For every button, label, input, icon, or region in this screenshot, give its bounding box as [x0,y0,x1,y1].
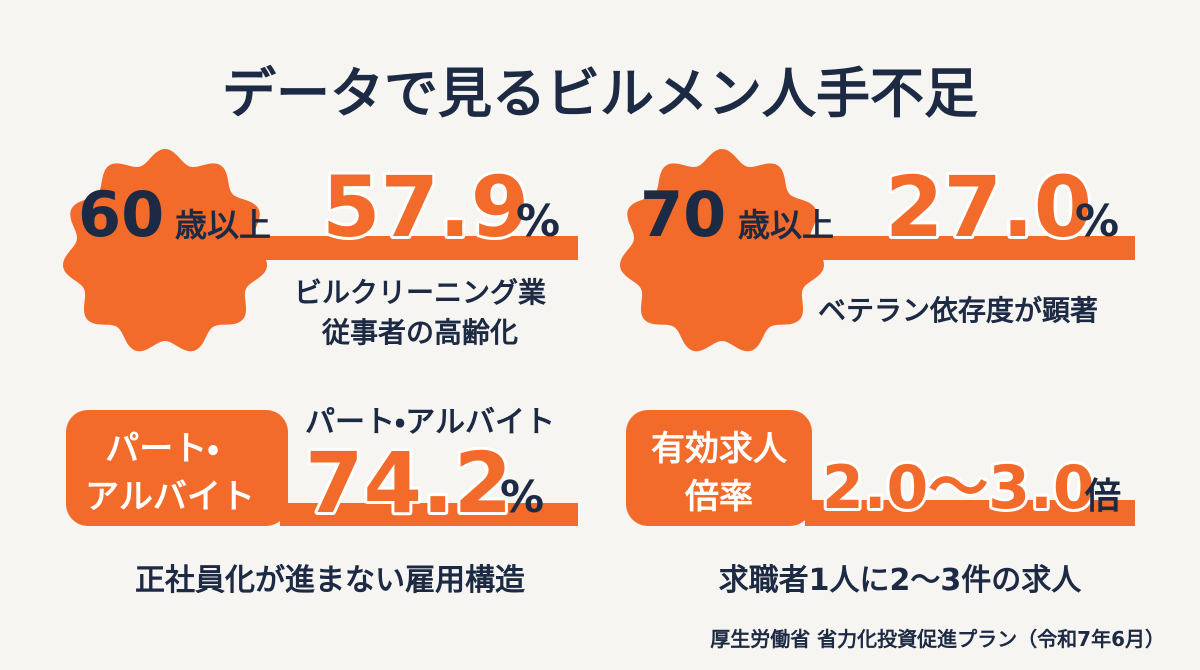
label: アルバイト [85,477,255,517]
label-box [626,410,812,526]
card: パート・ アルバイト パート・アルバイト 74.2 % 正社員化が進まない雇用構… [66,405,578,598]
unit: % [516,196,560,247]
description: 求職者1人に2〜3件の求人 [719,563,1083,598]
blob [619,149,825,352]
age: 70 [640,178,726,251]
bar [250,236,578,260]
value: 57.9 [322,158,529,256]
label: 倍率 [684,477,753,517]
age: 60 [78,178,164,251]
description: 従事者の高齢化 [321,316,518,349]
label: パート・ [105,429,219,469]
label: 有効求人 [651,429,788,469]
label-box [66,410,288,526]
bar [280,503,578,526]
unit: % [500,472,544,523]
unit: % [1075,196,1119,247]
age-unit: 歳以上 [738,206,834,244]
description: ベテラン依存度が顕著 [818,294,1098,327]
card: 70 歳以上 27.0 % ベテラン依存度が顕著 [619,149,1135,352]
headline: 2.0〜3.0 倍 [822,453,1121,523]
title: データで見るビルメン人手不足 [222,62,978,125]
value: 74.2 [305,434,512,532]
card: 60 歳以上 57.9 % ビルクリーニング業 従事者の高齢化 [62,149,578,352]
age-unit: 歳以上 [175,206,271,244]
headline: 74.2 % [305,434,544,532]
bar [805,236,1135,260]
source: 厚生労働省 省力化投資促進プラン（令和7年6月） [710,627,1165,651]
value: 2.0〜3.0 [822,453,1095,523]
heading: パート・アルバイト [305,405,555,440]
blob [62,149,268,352]
description: ビルクリーニング業 [294,276,546,309]
bar [805,500,1135,526]
headline: 70 歳以上 27.0 % [640,158,1119,256]
value: 27.0 [885,158,1092,256]
headline: 60 歳以上 57.9 % [78,158,560,256]
card: 有効求人 倍率 2.0〜3.0 倍 求職者1人に2〜3件の求人 [626,410,1135,598]
description: 正社員化が進まない雇用構造 [135,563,525,598]
unit: 倍 [1084,476,1121,517]
